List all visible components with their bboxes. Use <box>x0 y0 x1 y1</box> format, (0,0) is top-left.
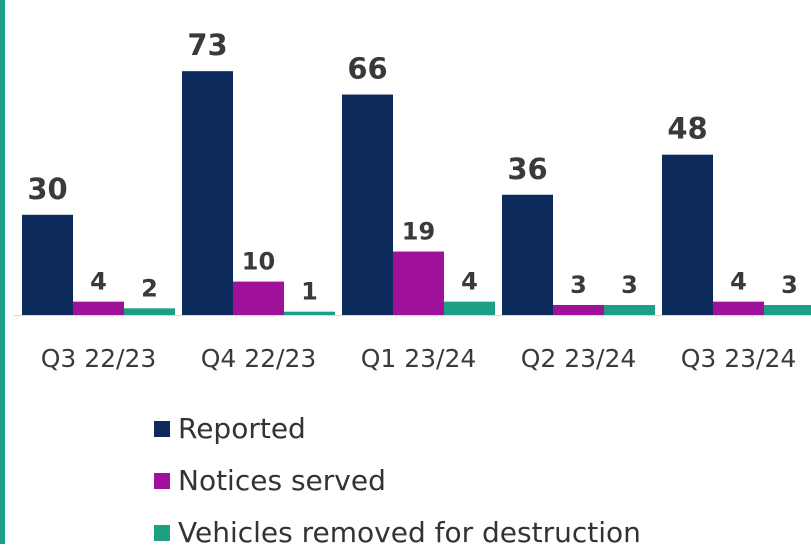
legend-label-reported: Reported <box>178 411 306 445</box>
bar-notices-served <box>233 281 284 315</box>
bar-reported <box>22 214 73 315</box>
legend-swatch-vehicles-removed <box>154 525 170 541</box>
x-tick-label: Q3 23/24 <box>681 344 797 373</box>
data-label-notices-served: 10 <box>242 248 275 276</box>
legend-label-notices-served: Notices served <box>178 463 386 497</box>
legend-label-vehicles-removed: Vehicles removed for destruction <box>178 515 641 549</box>
x-tick-label: Q2 23/24 <box>521 344 637 373</box>
data-label-vehicles-removed: 3 <box>621 271 638 299</box>
legend-item-notices-served: Notices served <box>154 454 641 506</box>
data-label-vehicles-removed: 2 <box>141 274 158 302</box>
legend: Reported Notices served Vehicles removed… <box>154 402 641 558</box>
data-label-notices-served: 4 <box>730 268 747 296</box>
bars-group <box>22 71 811 316</box>
bar-vehicles-removed <box>604 304 655 315</box>
left-accent-rule <box>0 0 5 544</box>
x-tick-label: Q1 23/24 <box>361 344 477 373</box>
bar-notices-served <box>393 251 444 315</box>
bar-vehicles-removed <box>444 301 495 315</box>
data-label-vehicles-removed: 1 <box>301 278 318 306</box>
data-label-reported: 36 <box>507 152 547 186</box>
data-label-reported: 66 <box>347 52 387 86</box>
data-label-notices-served: 4 <box>90 268 107 296</box>
legend-item-vehicles-removed: Vehicles removed for destruction <box>154 506 641 558</box>
data-label-vehicles-removed: 4 <box>461 268 478 296</box>
bar-reported <box>502 194 553 315</box>
data-label-vehicles-removed: 3 <box>781 271 798 299</box>
legend-item-reported: Reported <box>154 402 641 454</box>
bar-notices-served <box>713 301 764 315</box>
data-label-notices-served: 3 <box>570 271 587 299</box>
data-label-notices-served: 19 <box>402 218 435 246</box>
x-tick-label: Q3 22/23 <box>41 344 157 373</box>
bar-reported <box>182 71 233 316</box>
bar-notices-served <box>73 301 124 315</box>
data-label-reported: 48 <box>667 112 707 146</box>
bar-vehicles-removed <box>764 304 811 315</box>
x-tick-labels: Q3 22/23 Q4 22/23 Q1 23/24 Q2 23/24 Q3 23/24 <box>41 344 797 373</box>
data-label-reported: 73 <box>187 28 227 62</box>
legend-swatch-notices-served <box>154 473 170 489</box>
bar-reported <box>342 94 393 315</box>
bar-vehicles-removed <box>124 308 175 315</box>
data-labels-group: 30 4 2 73 10 1 66 19 4 36 3 3 48 4 3 <box>27 28 798 305</box>
x-tick-label: Q4 22/23 <box>201 344 317 373</box>
bar-vehicles-removed <box>284 311 335 315</box>
bar-reported <box>662 154 713 315</box>
legend-swatch-reported <box>154 421 170 437</box>
bar-notices-served <box>553 304 604 315</box>
data-label-reported: 30 <box>27 172 67 206</box>
